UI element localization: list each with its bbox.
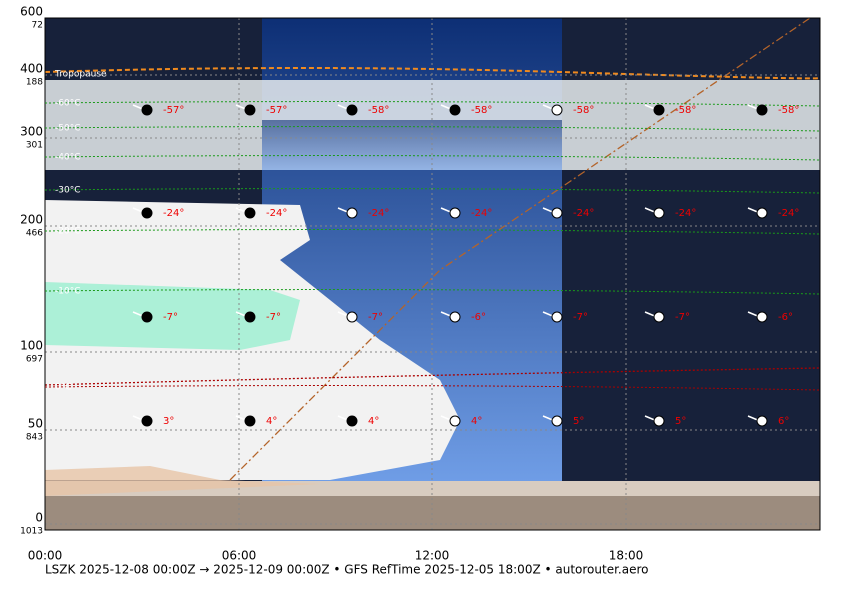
frame xyxy=(44,17,821,531)
station-dot xyxy=(449,207,461,219)
temp-label: -58° xyxy=(471,105,492,116)
low-layer xyxy=(45,466,320,496)
zero-isotherm xyxy=(44,367,821,386)
pressure-label: 466 xyxy=(26,229,43,239)
temp-label: 6° xyxy=(778,416,789,427)
station-dot xyxy=(551,207,563,219)
station-dot xyxy=(756,415,768,427)
altitude-label: 400 xyxy=(20,62,43,76)
temp-label: -24° xyxy=(368,208,389,219)
station-dot xyxy=(653,104,665,116)
temp-label: -24° xyxy=(266,208,287,219)
station-dot xyxy=(551,415,563,427)
altitude-label: 300 xyxy=(20,125,43,139)
station-dot xyxy=(141,311,153,323)
pressure-label: 301 xyxy=(26,141,43,151)
temp-label: -7° xyxy=(163,312,178,323)
temp-label: 4° xyxy=(471,416,482,427)
station-dot xyxy=(346,104,358,116)
station-dot xyxy=(346,311,358,323)
temp-label: -57° xyxy=(266,105,287,116)
altitude-label: 50 xyxy=(28,417,43,431)
temp-label: 4° xyxy=(266,416,277,427)
temp-label: -57° xyxy=(163,105,184,116)
time-label: 12:00 xyxy=(415,549,450,563)
station-dot xyxy=(653,207,665,219)
temp-label: -6° xyxy=(778,312,793,323)
station-dot xyxy=(653,311,665,323)
temp-label: -58° xyxy=(368,105,389,116)
isotherm-label: -10°C xyxy=(55,287,80,297)
station-dot xyxy=(551,104,563,116)
station-dot xyxy=(449,415,461,427)
isotherm-label: Tropopause xyxy=(54,70,107,80)
station-dot xyxy=(756,311,768,323)
altitude-label: 100 xyxy=(20,339,43,353)
station-dot xyxy=(244,311,256,323)
station-dot xyxy=(449,104,461,116)
station-dot xyxy=(141,104,153,116)
caption: LSZK 2025-12-08 00:00Z → 2025-12-09 00:0… xyxy=(45,563,649,577)
isotherm-label: -50°C xyxy=(55,124,80,134)
pressure-label: 72 xyxy=(32,21,43,31)
station-dot xyxy=(653,415,665,427)
isotherm-label: -40°C xyxy=(55,153,80,163)
temp-label: -6° xyxy=(471,312,486,323)
temp-label: -58° xyxy=(778,105,799,116)
station-dot xyxy=(756,207,768,219)
pressure-label: 1013 xyxy=(20,527,43,537)
time-label: 00:00 xyxy=(28,549,63,563)
station-dot xyxy=(244,104,256,116)
temp-label: -7° xyxy=(368,312,383,323)
tropopause-line xyxy=(44,67,821,80)
temp-label: -7° xyxy=(266,312,281,323)
isotherm-label: 0°C xyxy=(55,383,72,393)
isotherm-label: -20°C xyxy=(55,227,80,237)
station-dot xyxy=(141,207,153,219)
time-label: 18:00 xyxy=(609,549,644,563)
pressure-label: 843 xyxy=(26,433,43,443)
freezing-trace xyxy=(229,17,811,481)
station-dot xyxy=(551,311,563,323)
temp-label: -58° xyxy=(573,105,594,116)
pressure-label: 697 xyxy=(26,355,43,365)
temp-label: -7° xyxy=(573,312,588,323)
pressure-label: 188 xyxy=(26,78,43,88)
temp-label: 3° xyxy=(163,416,174,427)
station-dot xyxy=(141,415,153,427)
station-dot xyxy=(244,207,256,219)
temp-label: -24° xyxy=(163,208,184,219)
time-label: 06:00 xyxy=(222,549,257,563)
temp-label: 4° xyxy=(368,416,379,427)
altitude-label: 0 xyxy=(35,511,43,525)
station-dot xyxy=(346,207,358,219)
temp-label: 5° xyxy=(675,416,686,427)
temp-label: 5° xyxy=(573,416,584,427)
isotherm-label: -60°C xyxy=(55,99,80,109)
temp-label: -7° xyxy=(675,312,690,323)
station-dot xyxy=(756,104,768,116)
station-dot xyxy=(346,415,358,427)
temp-label: -24° xyxy=(471,208,492,219)
station-dot xyxy=(244,415,256,427)
temp-label: -24° xyxy=(675,208,696,219)
temp-label: -24° xyxy=(573,208,594,219)
altitude-label: 600 xyxy=(20,5,43,19)
station-dot xyxy=(449,311,461,323)
temp-label: -24° xyxy=(778,208,799,219)
temp-label: -58° xyxy=(675,105,696,116)
isotherm-label: -30°C xyxy=(55,186,80,196)
cloud-gap xyxy=(262,120,562,170)
icing-area xyxy=(45,282,300,350)
altitude-label: 200 xyxy=(20,213,43,227)
